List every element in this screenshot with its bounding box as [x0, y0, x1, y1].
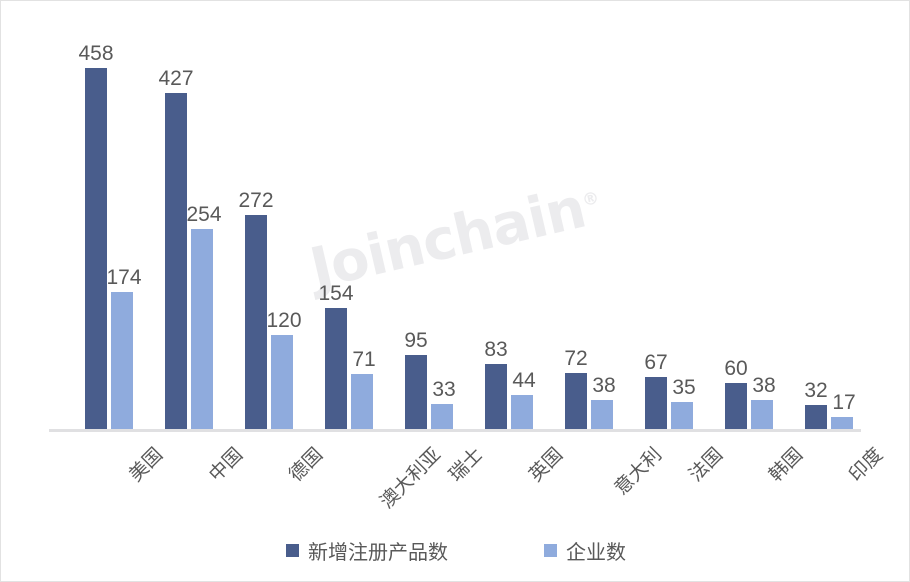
data-label: 458 — [78, 42, 114, 65]
legend-swatch-icon — [544, 543, 557, 557]
category-label: 美国 — [125, 444, 168, 487]
bar-primary[interactable] — [645, 377, 667, 430]
data-label: 427 — [158, 67, 194, 90]
bar-group: 272 120 — [225, 1, 305, 431]
category-label: 中国 — [205, 444, 248, 487]
bar-primary[interactable] — [325, 308, 347, 430]
data-label: 35 — [672, 376, 696, 399]
legend-label: 企业数 — [566, 541, 626, 564]
bar-primary[interactable] — [165, 93, 187, 430]
legend-swatch-icon — [286, 543, 299, 557]
data-label: 33 — [432, 378, 456, 401]
data-label: 32 — [804, 379, 828, 402]
bar-primary[interactable] — [85, 68, 107, 430]
category-label: 瑞士 — [445, 444, 488, 487]
bar-group: 83 44 — [465, 1, 545, 431]
category-label: 英国 — [525, 444, 568, 487]
x-axis-line — [49, 429, 861, 432]
data-label: 72 — [564, 347, 588, 370]
bar-secondary[interactable] — [351, 374, 373, 430]
category-label: 韩国 — [765, 444, 808, 487]
bar-primary[interactable] — [485, 364, 507, 430]
category-label: 澳大利亚 — [376, 444, 446, 513]
bar-primary[interactable] — [725, 383, 747, 430]
data-label: 83 — [484, 338, 508, 361]
bar-group: 32 17 — [785, 1, 865, 431]
data-label: 38 — [752, 374, 776, 397]
bar-group: 427 254 — [145, 1, 225, 431]
category-label: 意大利 — [610, 444, 667, 500]
bar-secondary[interactable] — [671, 402, 693, 430]
bar-secondary[interactable] — [511, 395, 533, 430]
data-label: 60 — [724, 357, 748, 380]
category-label: 印度 — [845, 444, 888, 487]
data-label: 254 — [186, 203, 222, 226]
bar-secondary[interactable] — [191, 229, 213, 430]
data-label: 95 — [404, 329, 428, 352]
data-label: 44 — [512, 369, 536, 392]
data-label: 38 — [592, 374, 616, 397]
bar-secondary[interactable] — [831, 417, 853, 430]
bar-group: 72 38 — [545, 1, 625, 431]
bar-secondary[interactable] — [431, 404, 453, 430]
data-label: 67 — [644, 351, 668, 374]
bar-secondary[interactable] — [111, 292, 133, 430]
bar-primary[interactable] — [565, 373, 587, 430]
plot-area: 458 174 427 254 272 120 154 71 95 33 83 44 72 38 67 35 6… — [1, 1, 909, 431]
category-label: 法国 — [685, 444, 728, 487]
bar-primary[interactable] — [405, 355, 427, 430]
legend-label: 新增注册产品数 — [308, 541, 448, 564]
data-label: 120 — [266, 309, 302, 332]
data-label: 71 — [352, 348, 376, 371]
data-label: 174 — [106, 266, 142, 289]
bar-secondary[interactable] — [751, 400, 773, 430]
category-axis-labels: 美国 中国 德国 澳大利亚 瑞士 英国 意大利 法国 韩国 印度 — [1, 433, 909, 529]
bar-group: 60 38 — [705, 1, 785, 431]
bar-secondary[interactable] — [271, 335, 293, 430]
data-label: 17 — [832, 391, 856, 414]
legend-item[interactable]: 企业数 — [544, 536, 626, 565]
data-label: 154 — [318, 282, 354, 305]
data-label: 272 — [238, 189, 274, 212]
bar-group: 67 35 — [625, 1, 705, 431]
bar-group: 458 174 — [65, 1, 145, 431]
chart-legend: 新增注册产品数 企业数 — [1, 533, 909, 567]
bar-primary[interactable] — [245, 215, 267, 430]
legend-item[interactable]: 新增注册产品数 — [286, 536, 448, 565]
bar-group: 95 33 — [385, 1, 465, 431]
bar-secondary[interactable] — [591, 400, 613, 430]
bar-primary[interactable] — [805, 405, 827, 430]
category-label: 德国 — [285, 444, 328, 487]
bar-group: 154 71 — [305, 1, 385, 431]
